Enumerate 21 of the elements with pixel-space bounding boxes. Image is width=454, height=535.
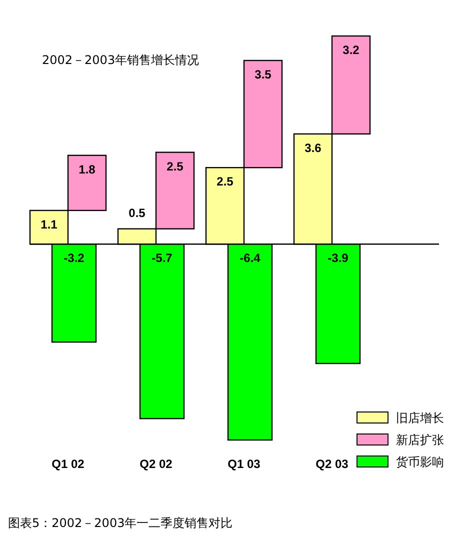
legend-label: 新店扩张 bbox=[396, 433, 444, 447]
data-label: 3.2 bbox=[342, 43, 360, 57]
data-label: -5.7 bbox=[152, 251, 172, 266]
chart-title: 2002－2003年销售增长情况 bbox=[42, 53, 200, 67]
x-tick-label: Q1 03 bbox=[228, 457, 260, 471]
legend-label: 货币影响 bbox=[396, 455, 444, 469]
data-label: -6.4 bbox=[240, 251, 260, 266]
data-label: -3.9 bbox=[328, 251, 348, 266]
data-label: 3.6 bbox=[304, 140, 322, 155]
data-label: 2.5 bbox=[166, 159, 184, 174]
data-label: 1.8 bbox=[78, 162, 96, 176]
x-tick-label: Q2 02 bbox=[140, 457, 172, 471]
caption: 图表5：2002－2003年一二季度销售对比 bbox=[8, 516, 233, 530]
data-label: 0.5 bbox=[128, 206, 146, 220]
x-tick-label: Q1 02 bbox=[52, 457, 84, 471]
data-label: -3.2 bbox=[64, 251, 84, 266]
data-label: 1.1 bbox=[40, 217, 58, 232]
x-tick-label: Q2 03 bbox=[316, 457, 348, 471]
legend-label: 旧店增长 bbox=[396, 411, 444, 425]
data-label: 3.5 bbox=[254, 67, 272, 82]
data-label: 2.5 bbox=[216, 174, 234, 189]
